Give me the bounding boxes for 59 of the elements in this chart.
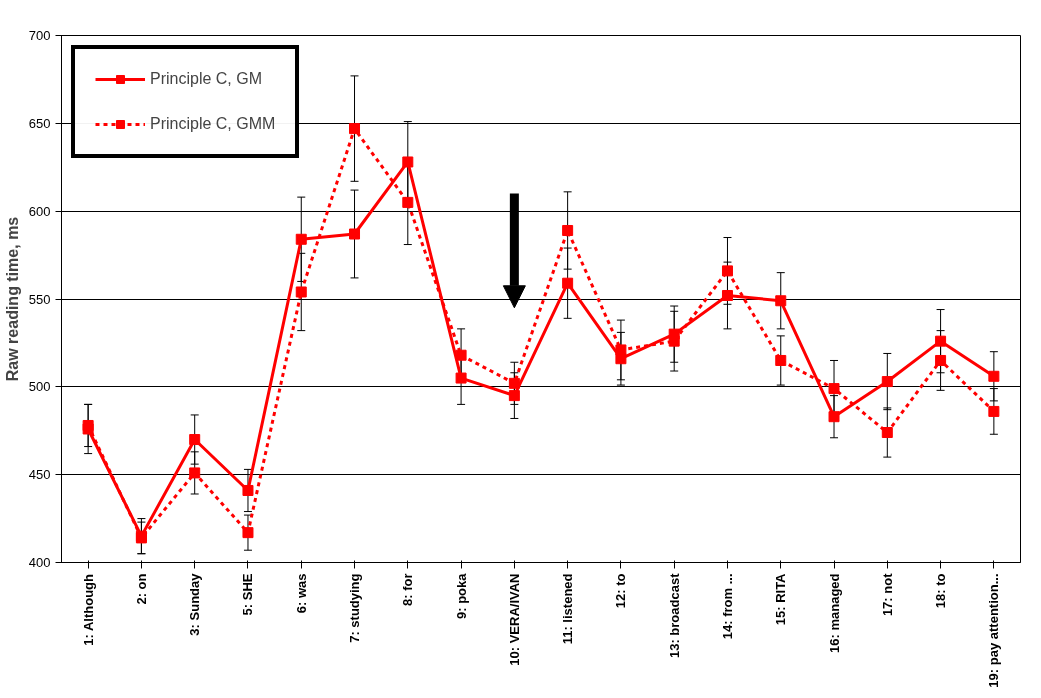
legend-label: Principle C, GMM (150, 115, 276, 133)
point (775, 354, 787, 366)
x-tick-label: 11: listened (560, 573, 576, 645)
point (295, 233, 307, 245)
point (988, 370, 1000, 382)
point (881, 427, 893, 439)
point (562, 277, 574, 289)
point (508, 390, 520, 402)
point (721, 289, 733, 301)
legend-label: Principle C, GM (150, 70, 263, 88)
point (455, 372, 467, 384)
x-tick-label: 2: on (133, 573, 149, 605)
x-tick-label: 19: pay attention... (986, 573, 1002, 688)
y-tick-label: 600 (28, 203, 51, 219)
x-tick-label: 1: Although (80, 573, 96, 646)
point (349, 228, 361, 240)
point (828, 383, 840, 395)
x-tick-label: 18: to (933, 573, 949, 609)
x-tick-label: 3: Sunday (187, 572, 203, 636)
x-tick-label: 16: managed (826, 573, 842, 653)
point (615, 344, 627, 356)
point (349, 123, 361, 135)
point (508, 377, 520, 389)
x-tick-label: 12: to (613, 573, 629, 609)
point (881, 376, 893, 388)
x-tick-label: 5: SHE (240, 573, 256, 616)
point (295, 286, 307, 298)
y-tick-label: 550 (28, 291, 51, 307)
point (189, 434, 201, 446)
point (402, 196, 414, 208)
point (562, 224, 574, 236)
x-tick-label: 10: VERA/IVAN (506, 573, 522, 666)
y-tick-label: 700 (28, 28, 51, 43)
y-tick-label: 450 (28, 467, 51, 483)
point (935, 354, 947, 366)
x-tick-label: 13: broadcast (666, 572, 682, 659)
point (242, 484, 254, 496)
y-axis-title: Raw reading time, ms (3, 216, 21, 382)
y-tick-label: 650 (28, 115, 51, 131)
x-tick-label: 6: was (293, 573, 309, 614)
point (189, 467, 201, 479)
point (242, 527, 254, 539)
x-tick-label: 15: RITA (773, 572, 789, 626)
x-tick-label: 8: for (400, 573, 416, 606)
x-tick-label: 14: from ... (719, 573, 735, 640)
y-tick-label: 400 (28, 555, 51, 570)
point (82, 419, 94, 431)
point (721, 265, 733, 277)
point (828, 411, 840, 423)
point (455, 349, 467, 361)
point (402, 156, 414, 168)
x-tick-label: 9: poka (453, 572, 469, 620)
x-tick-label: 17: not (879, 572, 895, 617)
point (988, 405, 1000, 417)
point (775, 295, 787, 307)
point (668, 335, 680, 347)
point (935, 335, 947, 347)
x-tick-label: 7: studying (347, 573, 363, 643)
y-tick-label: 500 (28, 379, 51, 395)
